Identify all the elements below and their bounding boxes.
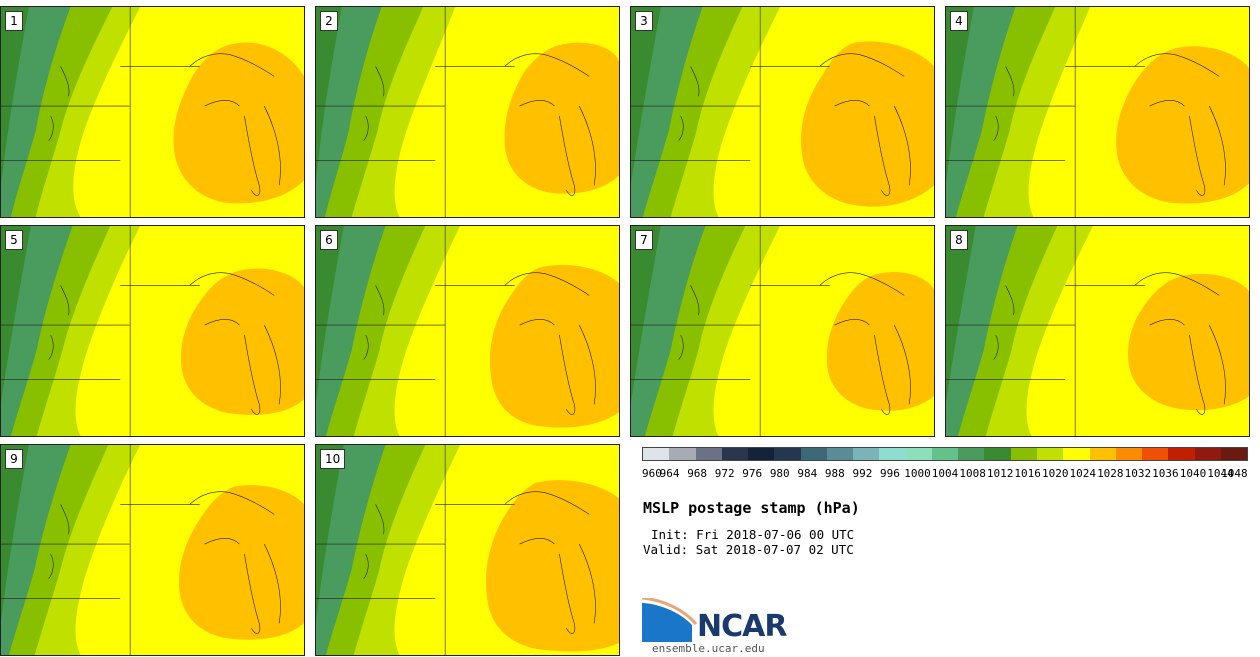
- colorbar-swatch: [695, 448, 722, 460]
- ncar-wordmark: NCAR: [697, 609, 787, 644]
- colorbar-swatch: [721, 448, 749, 460]
- stamp-panel-8: 8: [945, 225, 1250, 437]
- mslp-map: [316, 445, 619, 655]
- stamp-panel-9: 9: [0, 444, 305, 656]
- colorbar-swatch: [1010, 448, 1037, 460]
- colorbar-swatch: [1220, 448, 1248, 460]
- stamp-panel-10: 10: [315, 444, 620, 656]
- colorbar-tick-label: 1008: [959, 467, 986, 480]
- mslp-map: [1, 226, 304, 436]
- ncar-logo-icon: [642, 598, 698, 642]
- panel-number: 4: [950, 11, 968, 31]
- colorbar-swatch: [1036, 448, 1064, 460]
- colorbar-tick-label: 1040: [1179, 467, 1207, 480]
- panel-number: 2: [320, 11, 338, 31]
- colorbar-tick-label: 964: [659, 467, 680, 480]
- colorbar-tick-label: 984: [797, 467, 818, 480]
- panel-number: 1: [5, 11, 23, 31]
- colorbar-tick-label: 972: [714, 467, 735, 480]
- colorbar-swatch: [1168, 448, 1195, 460]
- valid-value: Sat 2018-07-07 02 UTC: [695, 542, 854, 557]
- colorbar-tick-label: 1020: [1041, 467, 1069, 480]
- colorbar: [642, 447, 1248, 461]
- colorbar-swatch: [853, 448, 880, 460]
- panel-number: 8: [950, 230, 968, 250]
- colorbar-swatch: [669, 448, 696, 460]
- colorbar-tick-label: 1000: [904, 467, 931, 480]
- colorbar-swatch: [1142, 448, 1169, 460]
- mslp-map: [946, 7, 1249, 217]
- colorbar-tick-label: 1012: [986, 467, 1014, 480]
- init-row: Init: Fri 2018-07-06 00 UTC: [651, 527, 854, 542]
- stamp-panel-5: 5: [0, 225, 305, 437]
- colorbar-swatch: [958, 448, 985, 460]
- colorbar-tick-label: 960: [642, 467, 662, 480]
- panel-number: 7: [635, 230, 653, 250]
- colorbar-ticks: 960 964 968 972 976 980 984 988 992 996 1000 1004 10…: [642, 467, 1248, 481]
- colorbar-swatch: [905, 448, 932, 460]
- panel-number: 3: [635, 11, 653, 31]
- colorbar-tick-label: 1016: [1014, 467, 1041, 480]
- init-label: Init:: [651, 527, 689, 542]
- colorbar-tick-label: 992: [852, 467, 873, 480]
- valid-row: Valid: Sat 2018-07-07 02 UTC: [643, 542, 854, 557]
- colorbar-swatch: [774, 448, 801, 460]
- colorbar-swatch: [748, 448, 775, 460]
- init-value: Fri 2018-07-06 00 UTC: [696, 527, 855, 542]
- colorbar-tick-label: 1004: [931, 467, 959, 480]
- mslp-map: [1, 445, 304, 655]
- colorbar-tick-label: 1024: [1069, 467, 1097, 480]
- panel-number: 5: [5, 230, 23, 250]
- colorbar-tick-label: 980: [769, 467, 790, 480]
- stamp-panel-1: 1: [0, 6, 305, 218]
- colorbar-tick-label: 976: [742, 467, 763, 480]
- colorbar-swatch: [984, 448, 1011, 460]
- colorbar-tick-label: 1032: [1124, 467, 1152, 480]
- colorbar-tick-label: 1028: [1097, 467, 1124, 480]
- colorbar-swatch: [643, 448, 670, 460]
- panel-number: 6: [320, 230, 338, 250]
- colorbar-tick-label: 968: [687, 467, 708, 480]
- mslp-map: [631, 7, 934, 217]
- stamp-panel-7: 7: [630, 225, 935, 437]
- colorbar-swatch: [1194, 448, 1221, 460]
- colorbar-swatch: [826, 448, 854, 460]
- mslp-map: [316, 226, 619, 436]
- stamp-panel-2: 2: [315, 6, 620, 218]
- mslp-map: [946, 226, 1249, 436]
- colorbar-swatch: [931, 448, 959, 460]
- colorbar-tick-label: 1044: [1207, 467, 1234, 480]
- stamp-panel-3: 3: [630, 6, 935, 218]
- mslp-map: [1, 7, 304, 217]
- panel-number: 9: [5, 449, 23, 469]
- valid-label: Valid:: [643, 542, 689, 557]
- colorbar-tick-label: 996: [880, 467, 900, 480]
- mslp-map: [316, 7, 619, 217]
- colorbar-swatch: [1063, 448, 1090, 460]
- panel-number: 10: [320, 449, 346, 469]
- plot-title: MSLP postage stamp (hPa): [643, 499, 860, 517]
- stamp-panel-6: 6: [315, 225, 620, 437]
- colorbar-swatch: [1089, 448, 1116, 460]
- mslp-map: [631, 226, 934, 436]
- colorbar-tick-label: 1048: [1221, 467, 1248, 480]
- colorbar-swatch: [879, 448, 906, 460]
- colorbar-tick-label: 1036: [1152, 467, 1179, 480]
- source-url: ensemble.ucar.edu: [652, 642, 765, 655]
- stamp-panel-4: 4: [945, 6, 1250, 218]
- colorbar-swatch: [1115, 448, 1143, 460]
- colorbar-tick-label: 988: [824, 467, 845, 480]
- colorbar-swatch: [800, 448, 827, 460]
